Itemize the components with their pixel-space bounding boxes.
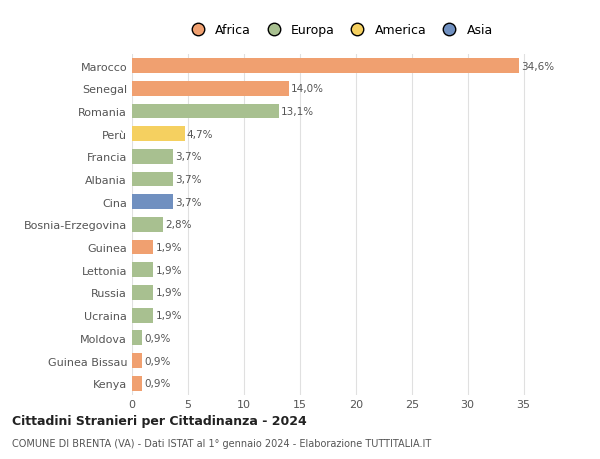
Bar xyxy=(132,376,142,391)
Bar xyxy=(132,172,173,187)
Text: 34,6%: 34,6% xyxy=(521,62,554,72)
Bar xyxy=(132,263,153,278)
Legend: Africa, Europa, America, Asia: Africa, Europa, America, Asia xyxy=(181,21,497,41)
Text: 1,9%: 1,9% xyxy=(155,242,182,252)
Bar xyxy=(132,285,153,300)
Text: COMUNE DI BRENTA (VA) - Dati ISTAT al 1° gennaio 2024 - Elaborazione TUTTITALIA.: COMUNE DI BRENTA (VA) - Dati ISTAT al 1°… xyxy=(12,438,431,448)
Text: 1,9%: 1,9% xyxy=(155,265,182,275)
Text: 0,9%: 0,9% xyxy=(145,378,170,388)
Bar xyxy=(132,82,289,96)
Bar xyxy=(132,59,519,74)
Text: 1,9%: 1,9% xyxy=(155,288,182,298)
Bar xyxy=(132,308,153,323)
Text: 0,9%: 0,9% xyxy=(145,333,170,343)
Text: 3,7%: 3,7% xyxy=(176,152,202,162)
Text: 3,7%: 3,7% xyxy=(176,174,202,185)
Bar xyxy=(132,150,173,164)
Text: 0,9%: 0,9% xyxy=(145,356,170,366)
Text: 2,8%: 2,8% xyxy=(166,220,192,230)
Text: Cittadini Stranieri per Cittadinanza - 2024: Cittadini Stranieri per Cittadinanza - 2… xyxy=(12,414,307,428)
Text: 14,0%: 14,0% xyxy=(291,84,324,94)
Bar xyxy=(132,353,142,368)
Text: 4,7%: 4,7% xyxy=(187,129,214,140)
Bar xyxy=(132,104,278,119)
Bar xyxy=(132,240,153,255)
Bar xyxy=(132,331,142,346)
Bar xyxy=(132,218,163,232)
Text: 13,1%: 13,1% xyxy=(281,106,314,117)
Bar xyxy=(132,127,185,142)
Bar xyxy=(132,195,173,210)
Text: 3,7%: 3,7% xyxy=(176,197,202,207)
Text: 1,9%: 1,9% xyxy=(155,310,182,320)
